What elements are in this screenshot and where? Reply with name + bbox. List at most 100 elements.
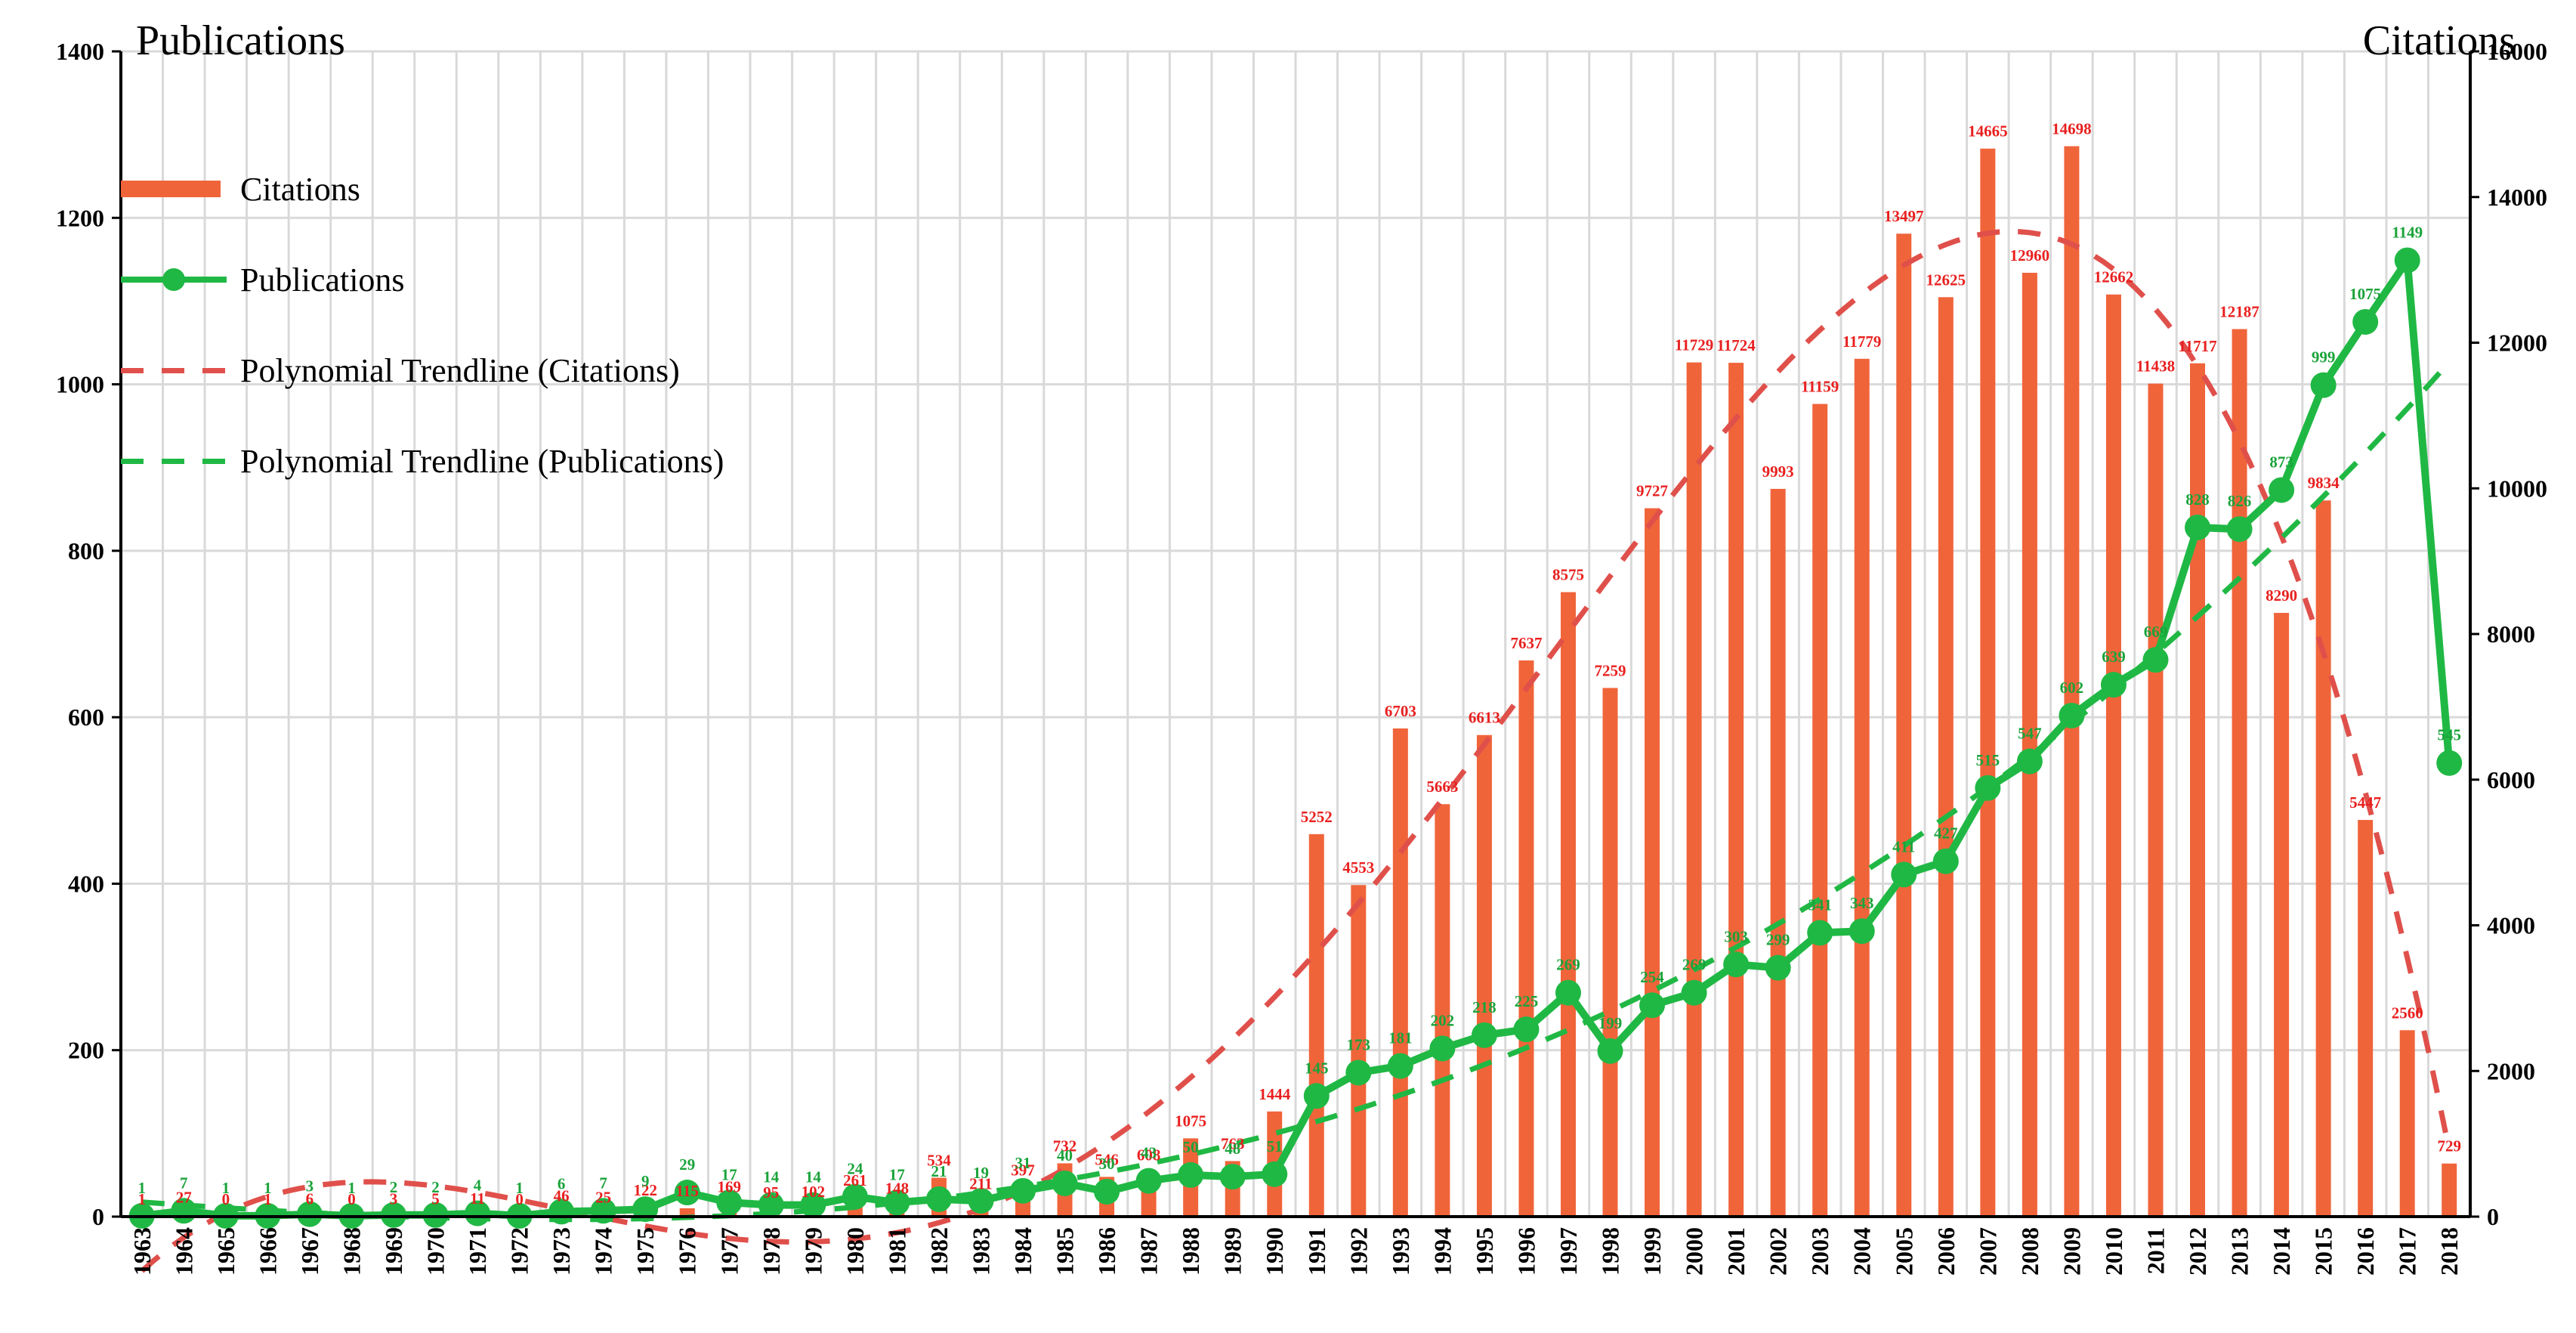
publication-data-label: 9: [641, 1172, 650, 1190]
publication-data-label: 427: [1934, 824, 1958, 843]
publication-data-label: 547: [2018, 725, 2042, 743]
left-tick-label: 600: [68, 704, 104, 731]
publication-data-label: 4: [474, 1177, 482, 1195]
right-tick-label: 8000: [2487, 620, 2535, 648]
publication-line: [128, 247, 2463, 1229]
publication-point: [2185, 515, 2211, 541]
publication-point: [716, 1189, 743, 1216]
publication-point: [1723, 951, 1750, 978]
publication-point: [1975, 775, 2001, 801]
x-tick-label: 1982: [925, 1227, 953, 1276]
publication-data-label: 299: [1766, 931, 1790, 949]
citation-data-label: 122: [633, 1181, 657, 1199]
publication-data-label: 2: [390, 1178, 398, 1196]
x-tick-label: 1968: [338, 1227, 365, 1276]
legend-item-citations: Citations: [121, 144, 724, 234]
citation-data-label: 2560: [2392, 1004, 2423, 1022]
citation-bar: [2399, 1030, 2415, 1217]
citation-data-label: 7637: [1510, 634, 1542, 652]
publication-point: [1178, 1161, 1204, 1188]
publication-data-label: 17: [721, 1165, 737, 1183]
publication-data-label: 145: [1305, 1059, 1329, 1077]
citation-data-label: 732: [1053, 1137, 1077, 1155]
x-tick-label: 1965: [212, 1227, 239, 1276]
citation-data-label: 12662: [2094, 268, 2134, 286]
publication-data-label: 1: [264, 1179, 272, 1197]
x-tick-label: 1989: [1219, 1227, 1246, 1276]
publication-data-label: 303: [1724, 927, 1748, 945]
citation-data-label: 546: [1095, 1150, 1119, 1168]
citation-bar: [1854, 358, 1870, 1217]
citation-bar: [1476, 735, 1492, 1217]
publication-data-label: 669: [2144, 623, 2168, 641]
x-tick-label: 2005: [1890, 1227, 1917, 1276]
citation-bars: [134, 146, 2457, 1217]
x-tick-label: 1972: [506, 1227, 533, 1276]
publication-point: [1471, 1022, 1497, 1048]
grid: [119, 50, 2472, 1218]
right-axis-title: Citations: [2362, 17, 2516, 64]
publication-data-label: 29: [679, 1155, 695, 1174]
citation-bar: [1896, 234, 1912, 1217]
citation-data-label: 6: [306, 1189, 314, 1208]
publication-point: [296, 1201, 323, 1227]
x-tick-label: 2008: [2016, 1227, 2043, 1276]
citation-data-label: 13497: [1884, 207, 1924, 225]
publication-data-label: 411: [1892, 837, 1915, 855]
publication-data-label: 341: [1808, 895, 1832, 914]
citation-bar: [2064, 146, 2080, 1217]
publication-data-label: 17: [889, 1165, 905, 1183]
citation-data-label: 11779: [1842, 332, 1881, 351]
citation-data-label: 1: [264, 1190, 272, 1208]
citation-bar: [1980, 148, 1996, 1217]
publication-data-label: 173: [1347, 1035, 1371, 1053]
x-tick-label: 1986: [1093, 1227, 1120, 1276]
citation-data-label: 14698: [2052, 119, 2092, 138]
publication-point: [884, 1189, 910, 1216]
citation-data-label: 1075: [1175, 1112, 1206, 1130]
citation-data-label: 397: [1011, 1161, 1035, 1180]
citation-data-label: 4553: [1342, 858, 1374, 877]
publication-data-label: 48: [1225, 1140, 1240, 1158]
citation-data-label: 3: [390, 1190, 398, 1208]
citation-bar: [1728, 363, 1744, 1217]
publication-point: [1849, 918, 1875, 945]
left-tick-label: 200: [68, 1037, 104, 1064]
citation-data-label: 5447: [2349, 793, 2381, 812]
publication-data-label: 31: [1015, 1154, 1031, 1172]
right-tick-label: 2000: [2487, 1057, 2535, 1084]
x-tick-label: 1975: [632, 1227, 659, 1276]
publication-point: [1513, 1016, 1540, 1043]
citation-bar: [1602, 688, 1618, 1217]
publication-data-label: 21: [931, 1162, 947, 1180]
x-tick-label: 1992: [1345, 1227, 1372, 1276]
citation-data-label: 211: [969, 1175, 992, 1193]
citation-data-label: 1: [138, 1190, 147, 1208]
citation-bar: [1812, 404, 1828, 1217]
x-tick-label: 2018: [2435, 1227, 2463, 1276]
citation-data-label: 27: [176, 1188, 192, 1206]
left-tick-label: 1000: [56, 371, 104, 398]
publication-point: [2226, 516, 2253, 543]
publication-point: [1807, 920, 1833, 946]
citation-bar: [1645, 508, 1660, 1217]
publication-point: [1345, 1059, 1372, 1086]
publication-point: [1010, 1177, 1036, 1204]
publication-point: [1681, 979, 1707, 1006]
x-tick-label: 2012: [2184, 1227, 2211, 1276]
publication-point: [2016, 748, 2043, 775]
citation-data-label: 8575: [1552, 566, 1584, 584]
x-tick-label: 2014: [2268, 1227, 2295, 1276]
x-tick-label: 1985: [1052, 1227, 1079, 1276]
citation-bar: [1351, 885, 1367, 1217]
citation-data-label: 11: [470, 1189, 485, 1208]
citation-bar: [1770, 488, 1786, 1217]
publication-data-label: 14: [763, 1168, 780, 1186]
publication-point: [1303, 1083, 1330, 1109]
publication-data-label: 343: [1850, 894, 1874, 912]
publication-data-label: 218: [1472, 998, 1496, 1016]
citation-data-label: 8290: [2266, 586, 2297, 605]
x-tick-label: 2001: [1722, 1227, 1750, 1276]
left-tick-label: 0: [92, 1203, 104, 1230]
